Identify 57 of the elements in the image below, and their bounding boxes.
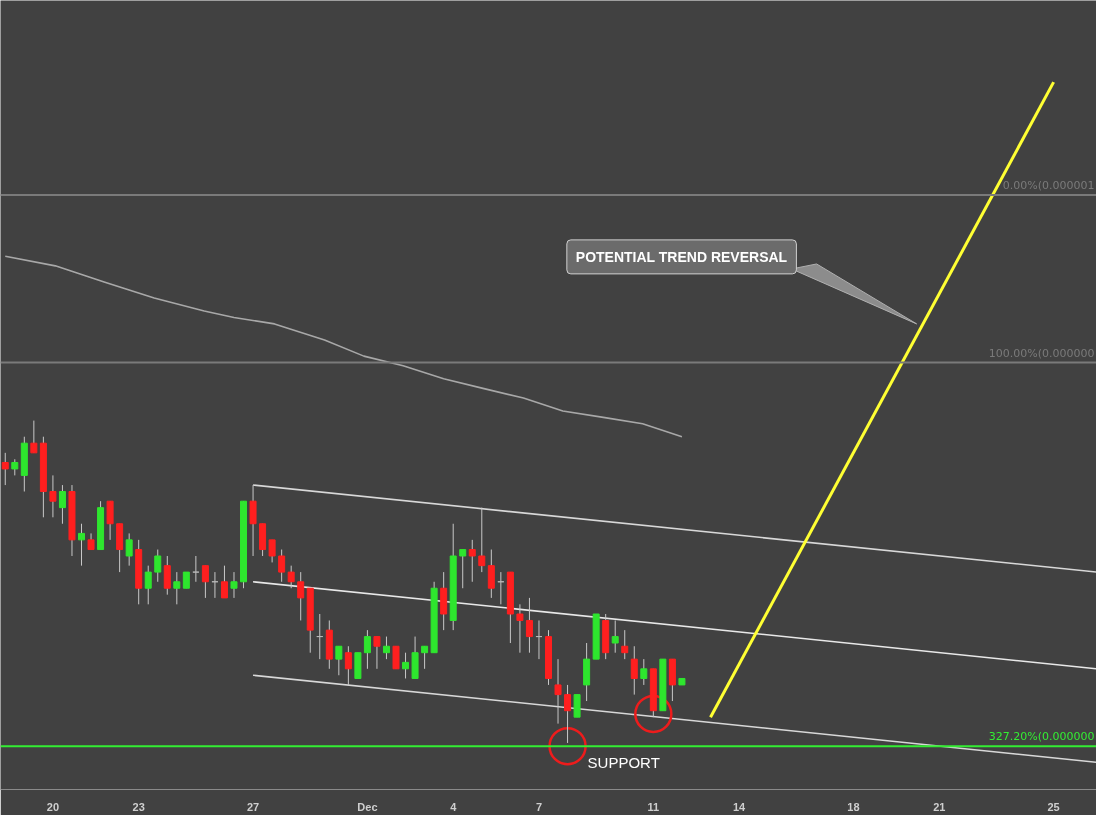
candlestick [201, 565, 209, 599]
candlestick [192, 555, 200, 583]
x-tick-label: 21 [933, 800, 946, 813]
x-tick-label: 4 [450, 800, 458, 813]
x-tick-label: 11 [647, 800, 660, 813]
candlestick [268, 539, 276, 563]
x-tick-label: 7 [535, 800, 543, 813]
candlestick [478, 507, 486, 573]
candlestick [344, 645, 352, 686]
candlestick [106, 500, 114, 541]
candlestick [49, 474, 57, 518]
candlestick [564, 684, 572, 744]
candlestick [78, 523, 86, 567]
annotation: 327.20%(0.000000 [988, 730, 1095, 744]
candlestick [611, 619, 619, 654]
candlestick [249, 484, 257, 557]
candlestick [630, 645, 638, 696]
annotation: SUPPORT [587, 754, 660, 772]
x-tick-label: 20 [46, 800, 60, 813]
candlestick [402, 652, 410, 679]
x-tick-label: 27 [246, 800, 260, 813]
candlestick [297, 571, 305, 621]
x-tick-label: Dec [357, 800, 378, 813]
annotation: 0.00%(0.000001 [1002, 178, 1095, 192]
candlestick [363, 629, 371, 670]
candlestick [468, 539, 476, 583]
candlestick [525, 597, 533, 654]
candlestick [278, 549, 286, 583]
annotation: 100.00%(0.000000 [988, 346, 1095, 360]
candlestick [516, 603, 524, 654]
candlestick [621, 629, 629, 660]
candlestick [554, 658, 562, 725]
candlestick [125, 532, 133, 567]
candlestick [421, 645, 429, 670]
candlestick [392, 645, 400, 670]
candlestick [154, 549, 162, 583]
candlestick [487, 549, 495, 599]
candlestick [640, 658, 648, 686]
candlestick [382, 636, 390, 660]
candlestick [459, 549, 467, 589]
x-tick-label: 18 [847, 800, 860, 813]
candlestick [220, 565, 228, 599]
candlestick [163, 555, 171, 596]
candlestick [144, 565, 152, 605]
candlestick [335, 645, 343, 676]
x-tick-label: 14 [732, 800, 747, 813]
candlestick [373, 636, 381, 670]
candlestick [287, 565, 295, 589]
annotation: POTENTIAL TREND REVERSAL [575, 248, 788, 265]
x-tick-label: 23 [132, 800, 145, 813]
candlestick [173, 571, 181, 605]
candlestick [30, 420, 38, 454]
x-tick-label: 25 [1047, 800, 1060, 813]
candlestick [1, 452, 9, 486]
candlestick [58, 484, 66, 525]
candlestick [573, 694, 581, 718]
candlestick [230, 571, 238, 599]
